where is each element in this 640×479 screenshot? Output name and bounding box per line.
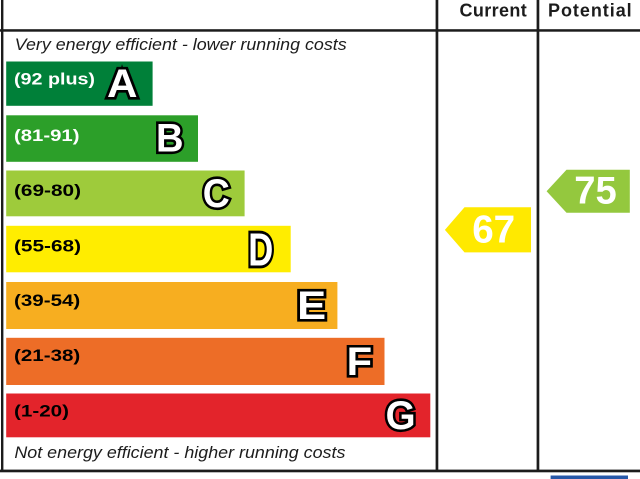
svg-text:A: A: [107, 62, 138, 106]
svg-text:(92 plus): (92 plus): [14, 70, 95, 88]
svg-text:Very energy efficient - lower: Very energy efficient - lower running co…: [15, 35, 348, 54]
svg-text:(69-80): (69-80): [14, 182, 81, 200]
svg-text:67: 67: [472, 209, 515, 252]
svg-text:Current: Current: [460, 0, 527, 20]
svg-text:75: 75: [574, 169, 617, 212]
svg-text:B: B: [156, 116, 184, 160]
svg-text:(21-38): (21-38): [14, 347, 80, 365]
svg-text:Not energy efficient - higher: Not energy efficient - higher running co…: [14, 443, 346, 462]
svg-text:(55-68): (55-68): [14, 238, 81, 256]
svg-text:E: E: [297, 284, 326, 328]
svg-text:F: F: [347, 340, 373, 384]
svg-text:(1-20): (1-20): [14, 403, 69, 421]
svg-text:(81-91): (81-91): [14, 127, 80, 145]
svg-text:(39-54): (39-54): [14, 292, 80, 310]
svg-text:G: G: [386, 394, 416, 438]
svg-text:D: D: [248, 224, 273, 276]
svg-text:C: C: [203, 172, 230, 216]
svg-text:Potential: Potential: [548, 0, 632, 20]
